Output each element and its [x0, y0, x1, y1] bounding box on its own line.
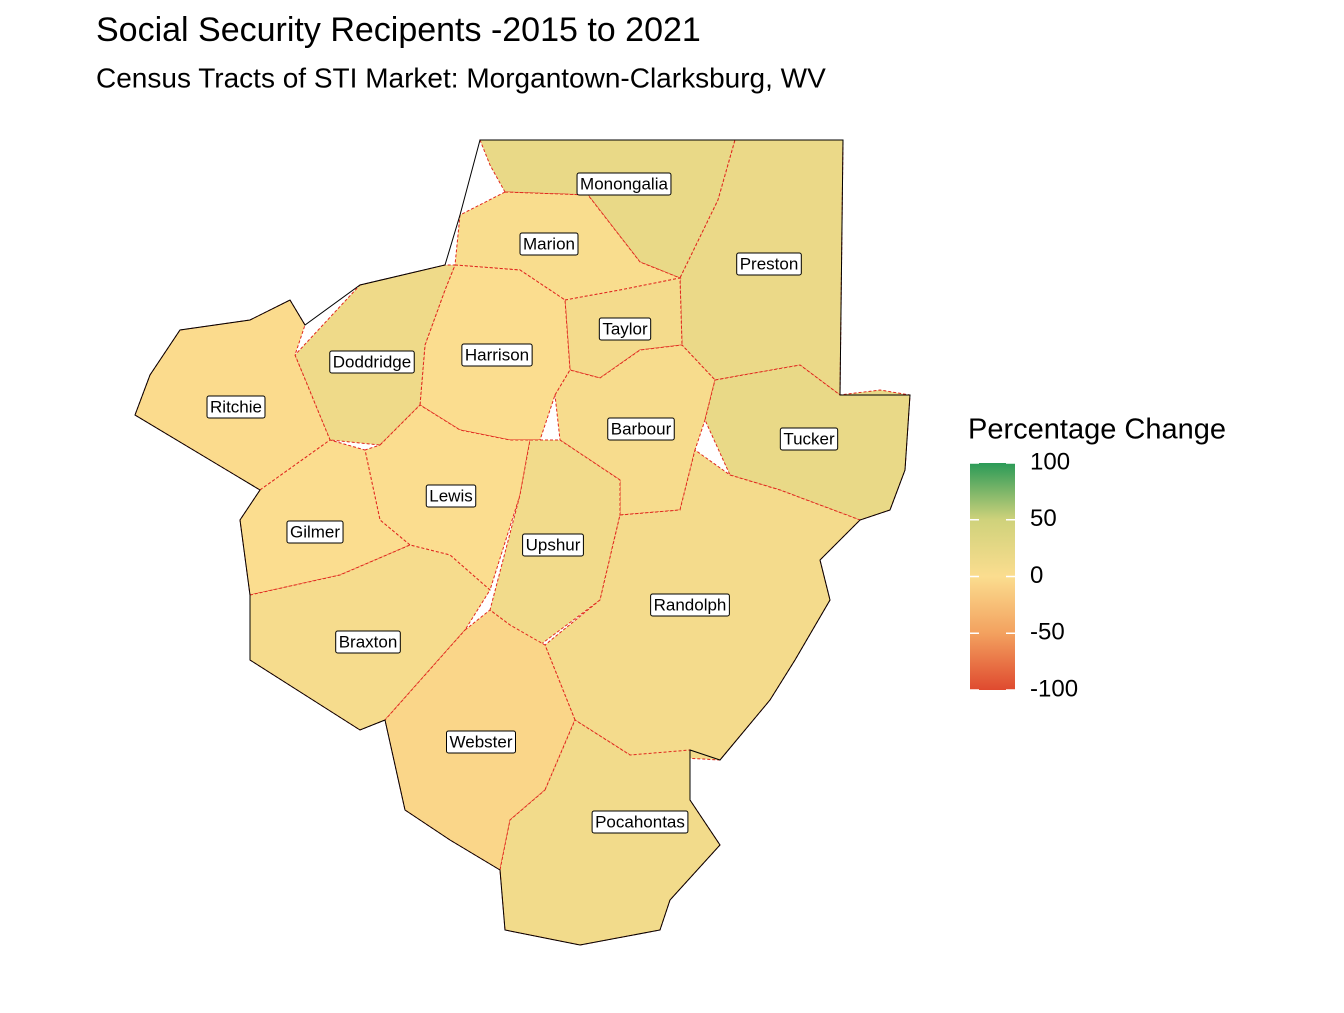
county-label: Ritchie: [210, 397, 262, 416]
county-label-box: [591, 810, 689, 834]
county-label-box: [335, 630, 401, 654]
legend-tick-label: 0: [1030, 562, 1043, 589]
county-label: Monongalia: [580, 174, 668, 193]
county-label-box: [206, 395, 266, 419]
county-label-box: [576, 172, 672, 196]
title: Social Security Recipents -2015 to 2021: [96, 11, 701, 49]
legend-tick-label: -50: [1030, 619, 1065, 646]
county-label-box: [736, 252, 802, 276]
county-label-box: [598, 317, 652, 341]
subtitle: Census Tracts of STI Market: Morgantown-…: [96, 62, 826, 93]
county-label-box: [329, 350, 415, 374]
county-label: Taylor: [602, 319, 648, 338]
county-map: Monongalia Preston Marion Taylor Harrison Dod…: [134, 139, 911, 946]
legend-tick-label: 50: [1030, 505, 1057, 532]
county-label-box: [286, 520, 344, 544]
legend-tick-label: 100: [1030, 448, 1070, 475]
county-label: Preston: [740, 254, 799, 273]
county-label: Braxton: [339, 632, 398, 651]
county-label-box: [425, 484, 477, 508]
county-label-box: [650, 593, 730, 617]
county-label-box: [461, 343, 533, 367]
county-label: Gilmer: [290, 522, 340, 541]
county-label: Marion: [523, 234, 575, 253]
county-label: Doddridge: [333, 352, 411, 371]
county-label: Harrison: [465, 345, 529, 364]
county-label: Tucker: [783, 429, 835, 448]
legend: Percentage Change 100 50 0 -50 -100: [968, 414, 1226, 703]
legend-title: Percentage Change: [968, 414, 1226, 446]
county-label: Barbour: [611, 419, 672, 438]
county-label: Lewis: [429, 486, 472, 505]
county-label-box: [519, 232, 579, 256]
county-label-box: [522, 533, 584, 557]
county-label: Upshur: [526, 535, 581, 554]
county-label: Webster: [450, 732, 513, 751]
county-label-box: [779, 427, 839, 451]
county-label: Randolph: [654, 595, 727, 614]
county-label-box: [607, 417, 675, 441]
legend-tick-label: -100: [1030, 675, 1078, 702]
county-label-box: [446, 730, 516, 754]
county-label: Pocahontas: [595, 812, 685, 831]
region-outline: [134, 139, 911, 946]
